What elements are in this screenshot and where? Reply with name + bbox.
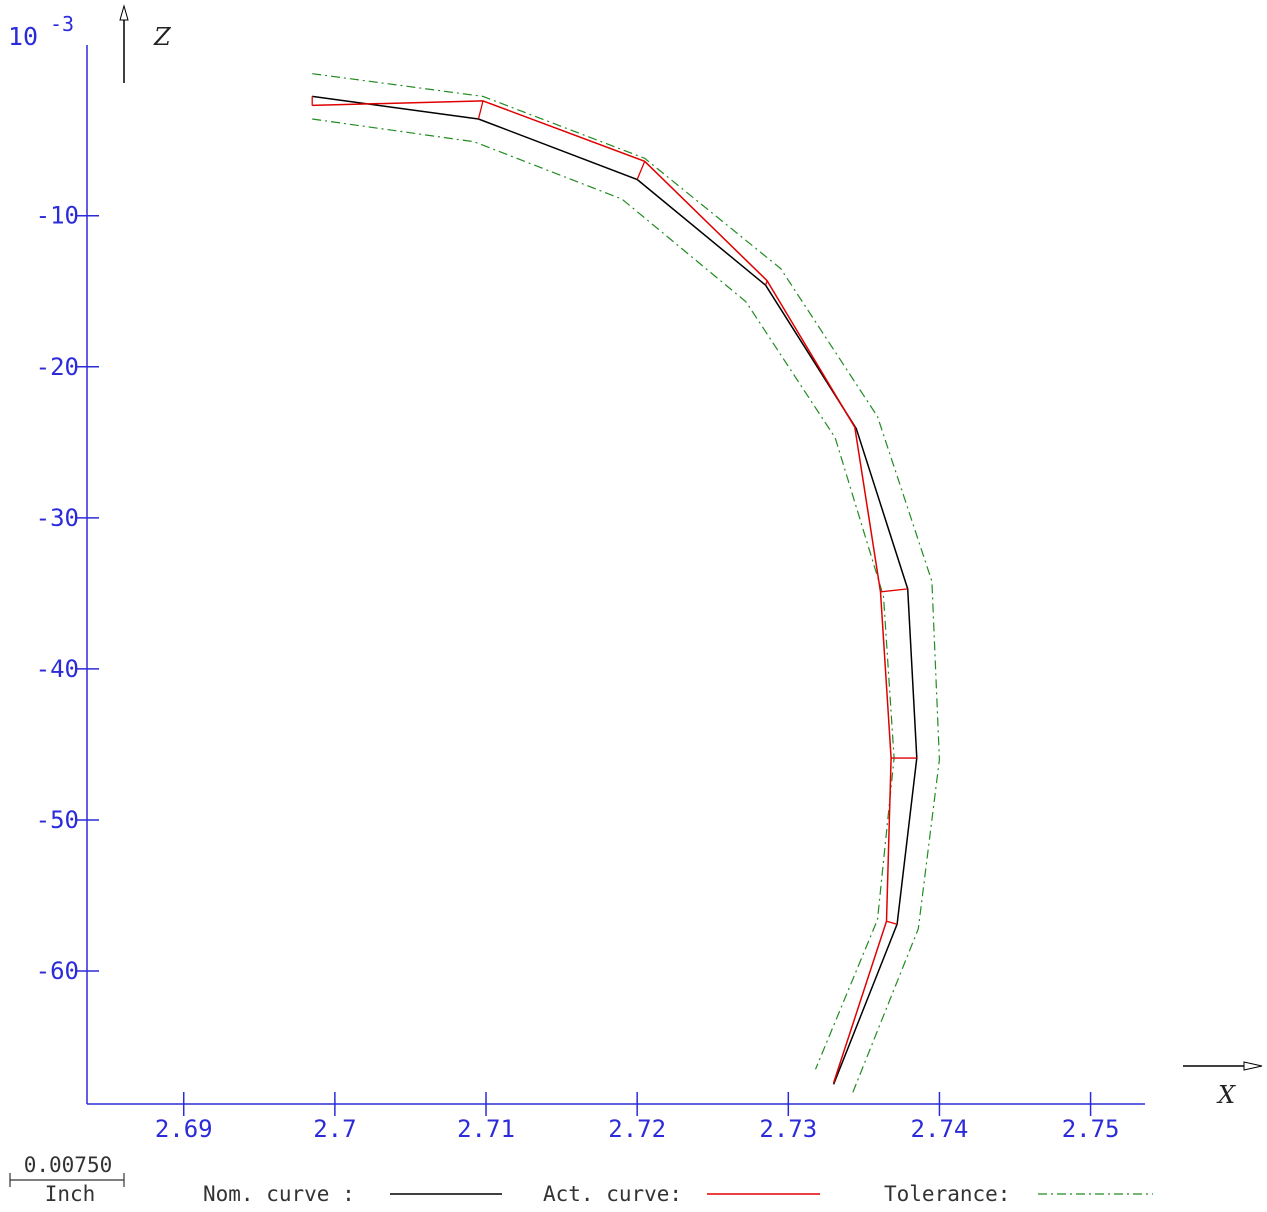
y-multiplier-exponent: -3: [50, 12, 74, 36]
x-ticks: 2.69 2.7 2.71 2.72 2.73 2.74 2.75: [155, 1092, 1120, 1143]
x-tick-label: 2.71: [457, 1115, 515, 1143]
deviation-segment: [636, 161, 646, 180]
deviation-segment: [886, 920, 898, 925]
y-tick-label: -50: [36, 806, 79, 834]
y-tick-label: -10: [36, 202, 79, 230]
scale-bar-unit: Inch: [45, 1182, 96, 1206]
series-tol-lower-line: [312, 118, 895, 1070]
x-tick-label: 2.75: [1062, 1115, 1120, 1143]
y-tick-label: -20: [36, 353, 79, 381]
x-tick-label: 2.7: [313, 1115, 356, 1143]
y-ticks: -10 -20 -30 -40 -50 -60: [36, 202, 99, 985]
legend-actual-label: Act. curve:: [543, 1182, 682, 1206]
series-actual-line: [312, 100, 892, 1084]
series-nominal-line: [312, 95, 918, 1085]
y-tick-label: -40: [36, 655, 79, 683]
x-tick-label: 2.72: [608, 1115, 666, 1143]
x-tick-label: 2.69: [155, 1115, 213, 1143]
y-multiplier-base: 10: [8, 22, 38, 51]
deviation-segment: [765, 280, 768, 286]
series-layer: [312, 73, 941, 1096]
x-direction-arrow-head: [1243, 1061, 1263, 1071]
y-tick-label: -60: [36, 957, 79, 985]
series-tol-upper-line: [312, 73, 941, 1096]
deviation-segment: [880, 588, 908, 593]
deviation-segment: [477, 100, 484, 120]
scale-bar-value: 0.00750: [24, 1153, 113, 1177]
deviation-layer: [311, 96, 917, 925]
x-axis-name: X: [1216, 1081, 1236, 1109]
legend-nominal-label: Nom. curve :: [203, 1182, 355, 1206]
x-tick-label: 2.73: [759, 1115, 817, 1143]
z-axis-name: Z: [153, 23, 172, 51]
z-direction-arrow-head: [119, 4, 129, 21]
legend-tolerance-label: Tolerance:: [884, 1182, 1010, 1206]
x-tick-label: 2.74: [911, 1115, 969, 1143]
y-tick-label: -30: [36, 504, 79, 532]
